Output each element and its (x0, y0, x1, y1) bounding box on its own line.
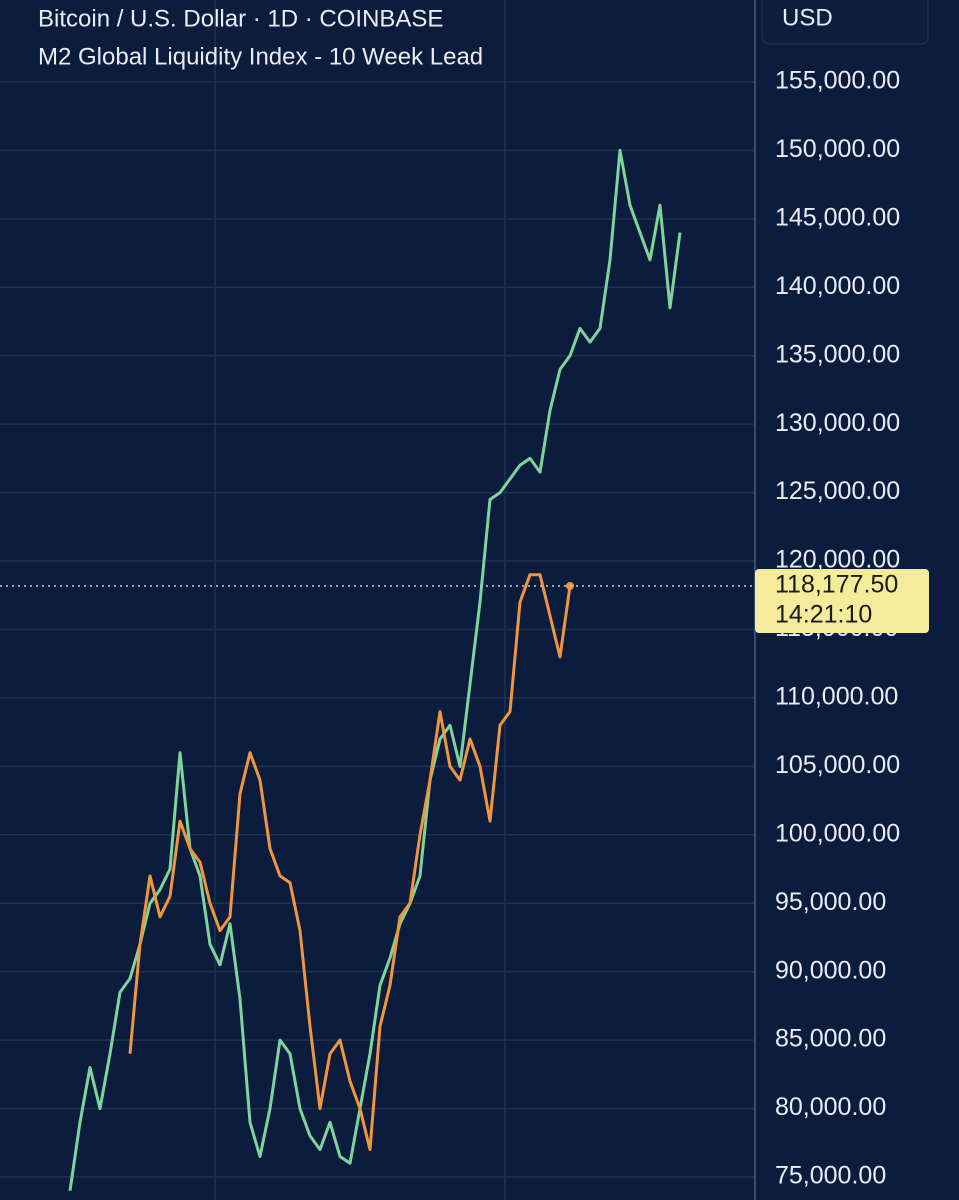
y-tick-label: 110,000.00 (775, 683, 898, 711)
series-line (68, 148, 682, 1191)
price-label-box (755, 569, 929, 634)
y-tick-label: 95,000.00 (775, 888, 886, 916)
y-tick-label: 140,000.00 (775, 272, 900, 300)
currency-button[interactable] (761, 0, 929, 45)
y-tick-label: 75,000.00 (775, 1162, 886, 1190)
chart-title: Bitcoin / U.S. Dollar · 1D · COINBASE (38, 5, 443, 32)
y-tick-label: 125,000.00 (775, 477, 900, 505)
y-tick-label: 135,000.00 (775, 340, 900, 368)
y-tick-label: 130,000.00 (775, 409, 900, 437)
y-tick-label: 145,000.00 (775, 203, 900, 231)
y-tick-label: 150,000.00 (775, 135, 900, 163)
grid (0, 81, 755, 1178)
y-tick-label: 80,000.00 (775, 1093, 886, 1121)
y-tick-label: 120,000.00 (775, 546, 900, 574)
y-tick-label: 100,000.00 (775, 819, 900, 847)
chart-subtitle: M2 Global Liquidity Index - 10 Week Lead (38, 43, 483, 70)
time-label: 14:21:10 (775, 601, 872, 629)
y-tick-label: 85,000.00 (775, 1025, 886, 1053)
price-label: 118,177.50 (775, 571, 898, 599)
y-tick-label: 90,000.00 (775, 956, 886, 984)
series-line (128, 573, 572, 1152)
y-axis: 75,000.00 80,000.00 85,000.00 90,000.00 95,0… (775, 67, 900, 1190)
y-tick-label: 105,000.00 (775, 751, 900, 779)
y-tick-label: 155,000.00 (775, 67, 900, 95)
currency: USD (782, 4, 833, 31)
